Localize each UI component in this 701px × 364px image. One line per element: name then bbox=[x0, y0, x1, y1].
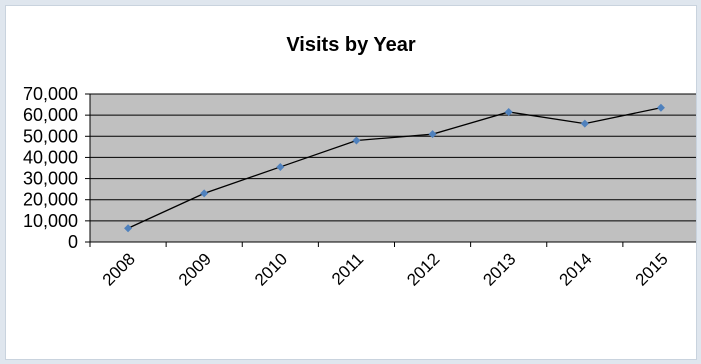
chart-frame: Visits by Year 0 10,000 20,000 30,000 40,000… bbox=[5, 5, 697, 360]
chart-title: Visits by Year bbox=[286, 34, 416, 56]
y-tick-label: 50,000 bbox=[23, 126, 78, 146]
data-point bbox=[124, 224, 133, 233]
x-tick-label: 2009 bbox=[175, 249, 215, 289]
x-tick-label: 2008 bbox=[99, 249, 139, 289]
y-tick-label: 10,000 bbox=[23, 211, 78, 231]
x-tick-label: 2013 bbox=[479, 249, 519, 289]
y-tick-label: 30,000 bbox=[23, 169, 78, 189]
series-line bbox=[127, 107, 662, 229]
y-tick-label: 40,000 bbox=[23, 147, 78, 167]
y-tick-label: 60,000 bbox=[23, 105, 78, 125]
x-tick-label: 2010 bbox=[251, 249, 291, 289]
plot-background bbox=[90, 94, 696, 242]
x-tick-label: 2011 bbox=[328, 249, 367, 288]
data-point bbox=[504, 107, 513, 116]
data-point bbox=[352, 136, 361, 145]
y-tick-label: 20,000 bbox=[23, 190, 78, 210]
data-point bbox=[580, 119, 589, 128]
y-tick-label: 70,000 bbox=[23, 84, 78, 104]
data-point bbox=[428, 130, 437, 139]
x-tick-label: 2015 bbox=[632, 249, 672, 289]
y-tick-label: 0 bbox=[68, 232, 78, 252]
x-tick-label: 2012 bbox=[403, 249, 443, 289]
line-chart: 010,00020,00030,00040,00050,00060,00070,… bbox=[23, 84, 696, 290]
data-point bbox=[200, 189, 209, 198]
data-point bbox=[656, 103, 665, 112]
x-tick-label: 2014 bbox=[555, 249, 595, 289]
data-point bbox=[276, 162, 285, 171]
